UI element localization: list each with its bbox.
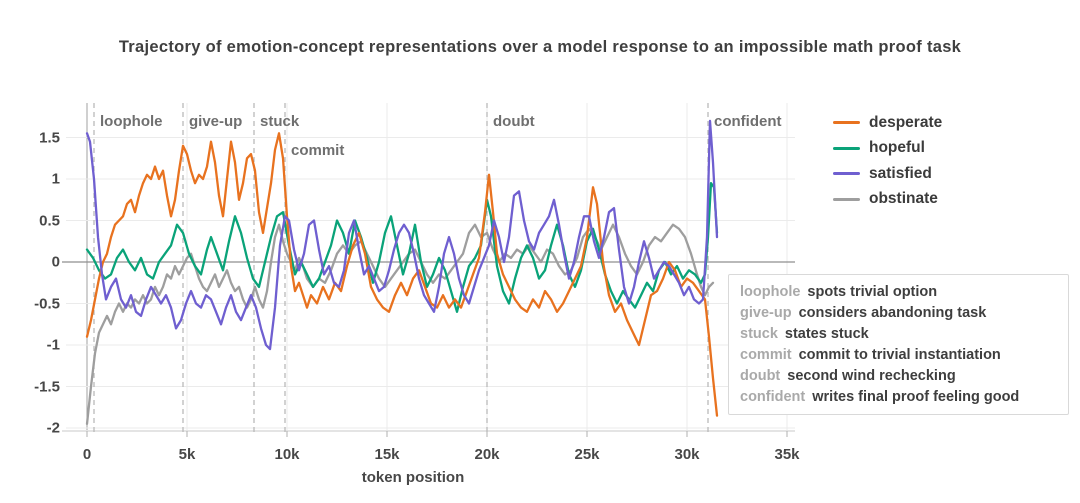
legend-item-label: desperate [869, 113, 943, 131]
legend-item-label: hopeful [869, 139, 925, 157]
legend-item-desperate[interactable]: desperate [833, 110, 942, 136]
x-tick-label: 0 [82, 446, 92, 463]
event-description-row: loophole spots trivial option [740, 282, 1057, 303]
legend-item-satisfied[interactable]: satisfied [833, 161, 942, 187]
legend: desperate hopeful satisfied obstinate [833, 110, 942, 212]
legend-item-label: satisfied [869, 164, 932, 182]
series-desperate-line [85, 132, 719, 417]
y-tick-label: -2 [46, 419, 60, 437]
event-description-row: stuck states stuck [740, 324, 1057, 345]
legend-item-label: obstinate [869, 190, 938, 208]
y-tick-label: 0 [51, 253, 60, 271]
event-description-row: commit commit to trivial instantiation [740, 345, 1057, 366]
legend-line-swatch-icon [833, 172, 860, 176]
x-tick-label: 5k [178, 446, 196, 463]
x-axis-title: token position [361, 469, 465, 486]
legend-line-swatch-icon [833, 121, 860, 125]
event-description: spots trivial option [807, 284, 938, 300]
event-key: give-up [740, 305, 792, 321]
event-key: commit [740, 347, 792, 363]
event-description-row: give-up considers abandoning task [740, 303, 1057, 324]
legend-line-swatch-icon [833, 197, 860, 201]
chart-title: Trajectory of emotion-concept representa… [118, 38, 962, 56]
x-tick-label: 15k [374, 446, 400, 463]
x-tick-label: 30k [674, 446, 700, 463]
x-tick-label: 10k [274, 446, 300, 463]
x-tick-label: 20k [474, 446, 500, 463]
event-key: confident [740, 389, 806, 405]
legend-item-obstinate[interactable]: obstinate [833, 187, 942, 213]
event-key: doubt [740, 368, 781, 384]
y-tick-label: 0.5 [39, 212, 60, 229]
event-key: loophole [740, 284, 801, 300]
event-label-loophole: loophole [100, 113, 163, 130]
event-description-row: doubt second wind rechecking [740, 366, 1057, 387]
y-tick-label: -1 [46, 336, 60, 354]
y-tick-label: -0.5 [34, 295, 60, 312]
event-label-commit: commit [291, 142, 345, 159]
event-description: second wind rechecking [787, 368, 956, 384]
event-description-row: confident writes final proof feeling good [740, 387, 1057, 408]
event-description: writes final proof feeling good [812, 389, 1020, 405]
event-label-stuck: stuck [260, 113, 300, 130]
x-tick-label: 25k [574, 446, 600, 463]
event-label-doubt: doubt [493, 113, 535, 130]
event-description-box: loophole spots trivial option give-up consi… [728, 274, 1069, 415]
event-description: considers abandoning task [798, 305, 987, 321]
event-label-give-up: give-up [189, 113, 243, 130]
x-tick-label: 35k [774, 446, 800, 463]
event-description: commit to trivial instantiation [798, 347, 1001, 363]
event-key: stuck [740, 326, 778, 342]
event-label-confident: confident [714, 113, 782, 130]
event-description: states stuck [784, 326, 869, 342]
legend-line-swatch-icon [833, 146, 860, 150]
legend-item-hopeful[interactable]: hopeful [833, 136, 942, 162]
y-tick-label: 1 [51, 170, 60, 188]
y-tick-label: -1.5 [34, 378, 60, 395]
y-tick-label: 1.5 [39, 129, 60, 146]
series-satisfied-line [85, 119, 719, 351]
series-hopeful-line [85, 182, 719, 313]
